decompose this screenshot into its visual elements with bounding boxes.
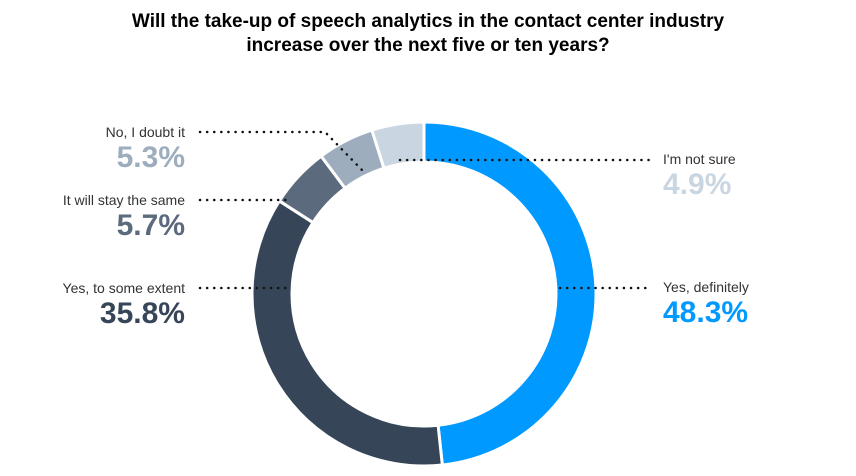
label-yes-to-some-extent: Yes, to some extent xyxy=(62,280,185,296)
chart-title-line-2: increase over the next five or ten years… xyxy=(246,35,610,56)
label-it-will-stay-the-same: It will stay the same xyxy=(62,192,185,208)
value-im-not-sure: 4.9% xyxy=(663,168,732,201)
value-no-i-doubt-it: 5.3% xyxy=(116,141,185,174)
slice-im-not-sure xyxy=(369,120,426,171)
value-yes-to-some-extent: 35.8% xyxy=(99,297,185,330)
leader-no-i-doubt-it xyxy=(198,130,364,172)
chart-title-line-1: Will the take-up of speech analytics in … xyxy=(131,11,725,32)
label-no-i-doubt-it: No, I doubt it xyxy=(105,124,185,140)
label-yes-definitely: Yes, definitely xyxy=(663,279,749,295)
value-yes-definitely: 48.3% xyxy=(663,296,749,329)
chart-title: Will the take-up of speech analytics in … xyxy=(0,10,856,58)
slice-yes-to-some-extent xyxy=(250,198,444,468)
label-im-not-sure: I'm not sure xyxy=(663,151,736,167)
value-it-will-stay-the-same: 5.7% xyxy=(116,209,185,242)
slice-yes-definitely xyxy=(422,120,598,467)
